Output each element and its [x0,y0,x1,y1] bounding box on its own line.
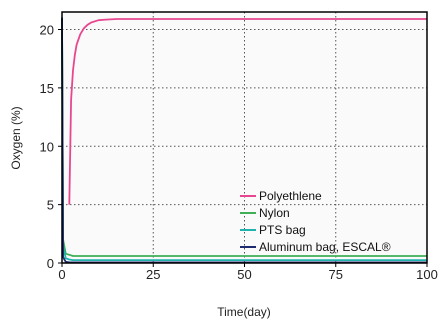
x-tick-label: 25 [146,267,160,282]
x-axis-label: Time(day) [217,305,271,319]
y-tick-label: 20 [40,23,54,38]
x-tick-label: 50 [237,267,251,282]
legend-label-0: Polyethlene [259,189,322,203]
x-tick-label: 0 [58,267,65,282]
y-tick-label: 5 [47,198,54,213]
ticks: 0 25 50 75 100 0 5 10 15 20 [40,23,438,282]
series-line-0 [68,18,427,205]
legend-label-1: Nylon [259,206,290,220]
grid [62,12,427,263]
y-tick-label: 15 [40,81,54,96]
legend-label-3: Aluminum bag, ESCAL® [259,240,391,254]
y-tick-label: 10 [40,139,54,154]
y-tick-label: 0 [47,256,54,271]
legend: Polyethlene Nylon PTS bag Aluminum bag, ESC… [240,189,391,254]
x-tick-label: 75 [329,267,343,282]
y-axis-label: Oxygen (%) [9,106,23,169]
x-tick-label: 100 [416,267,438,282]
legend-label-2: PTS bag [259,223,306,237]
